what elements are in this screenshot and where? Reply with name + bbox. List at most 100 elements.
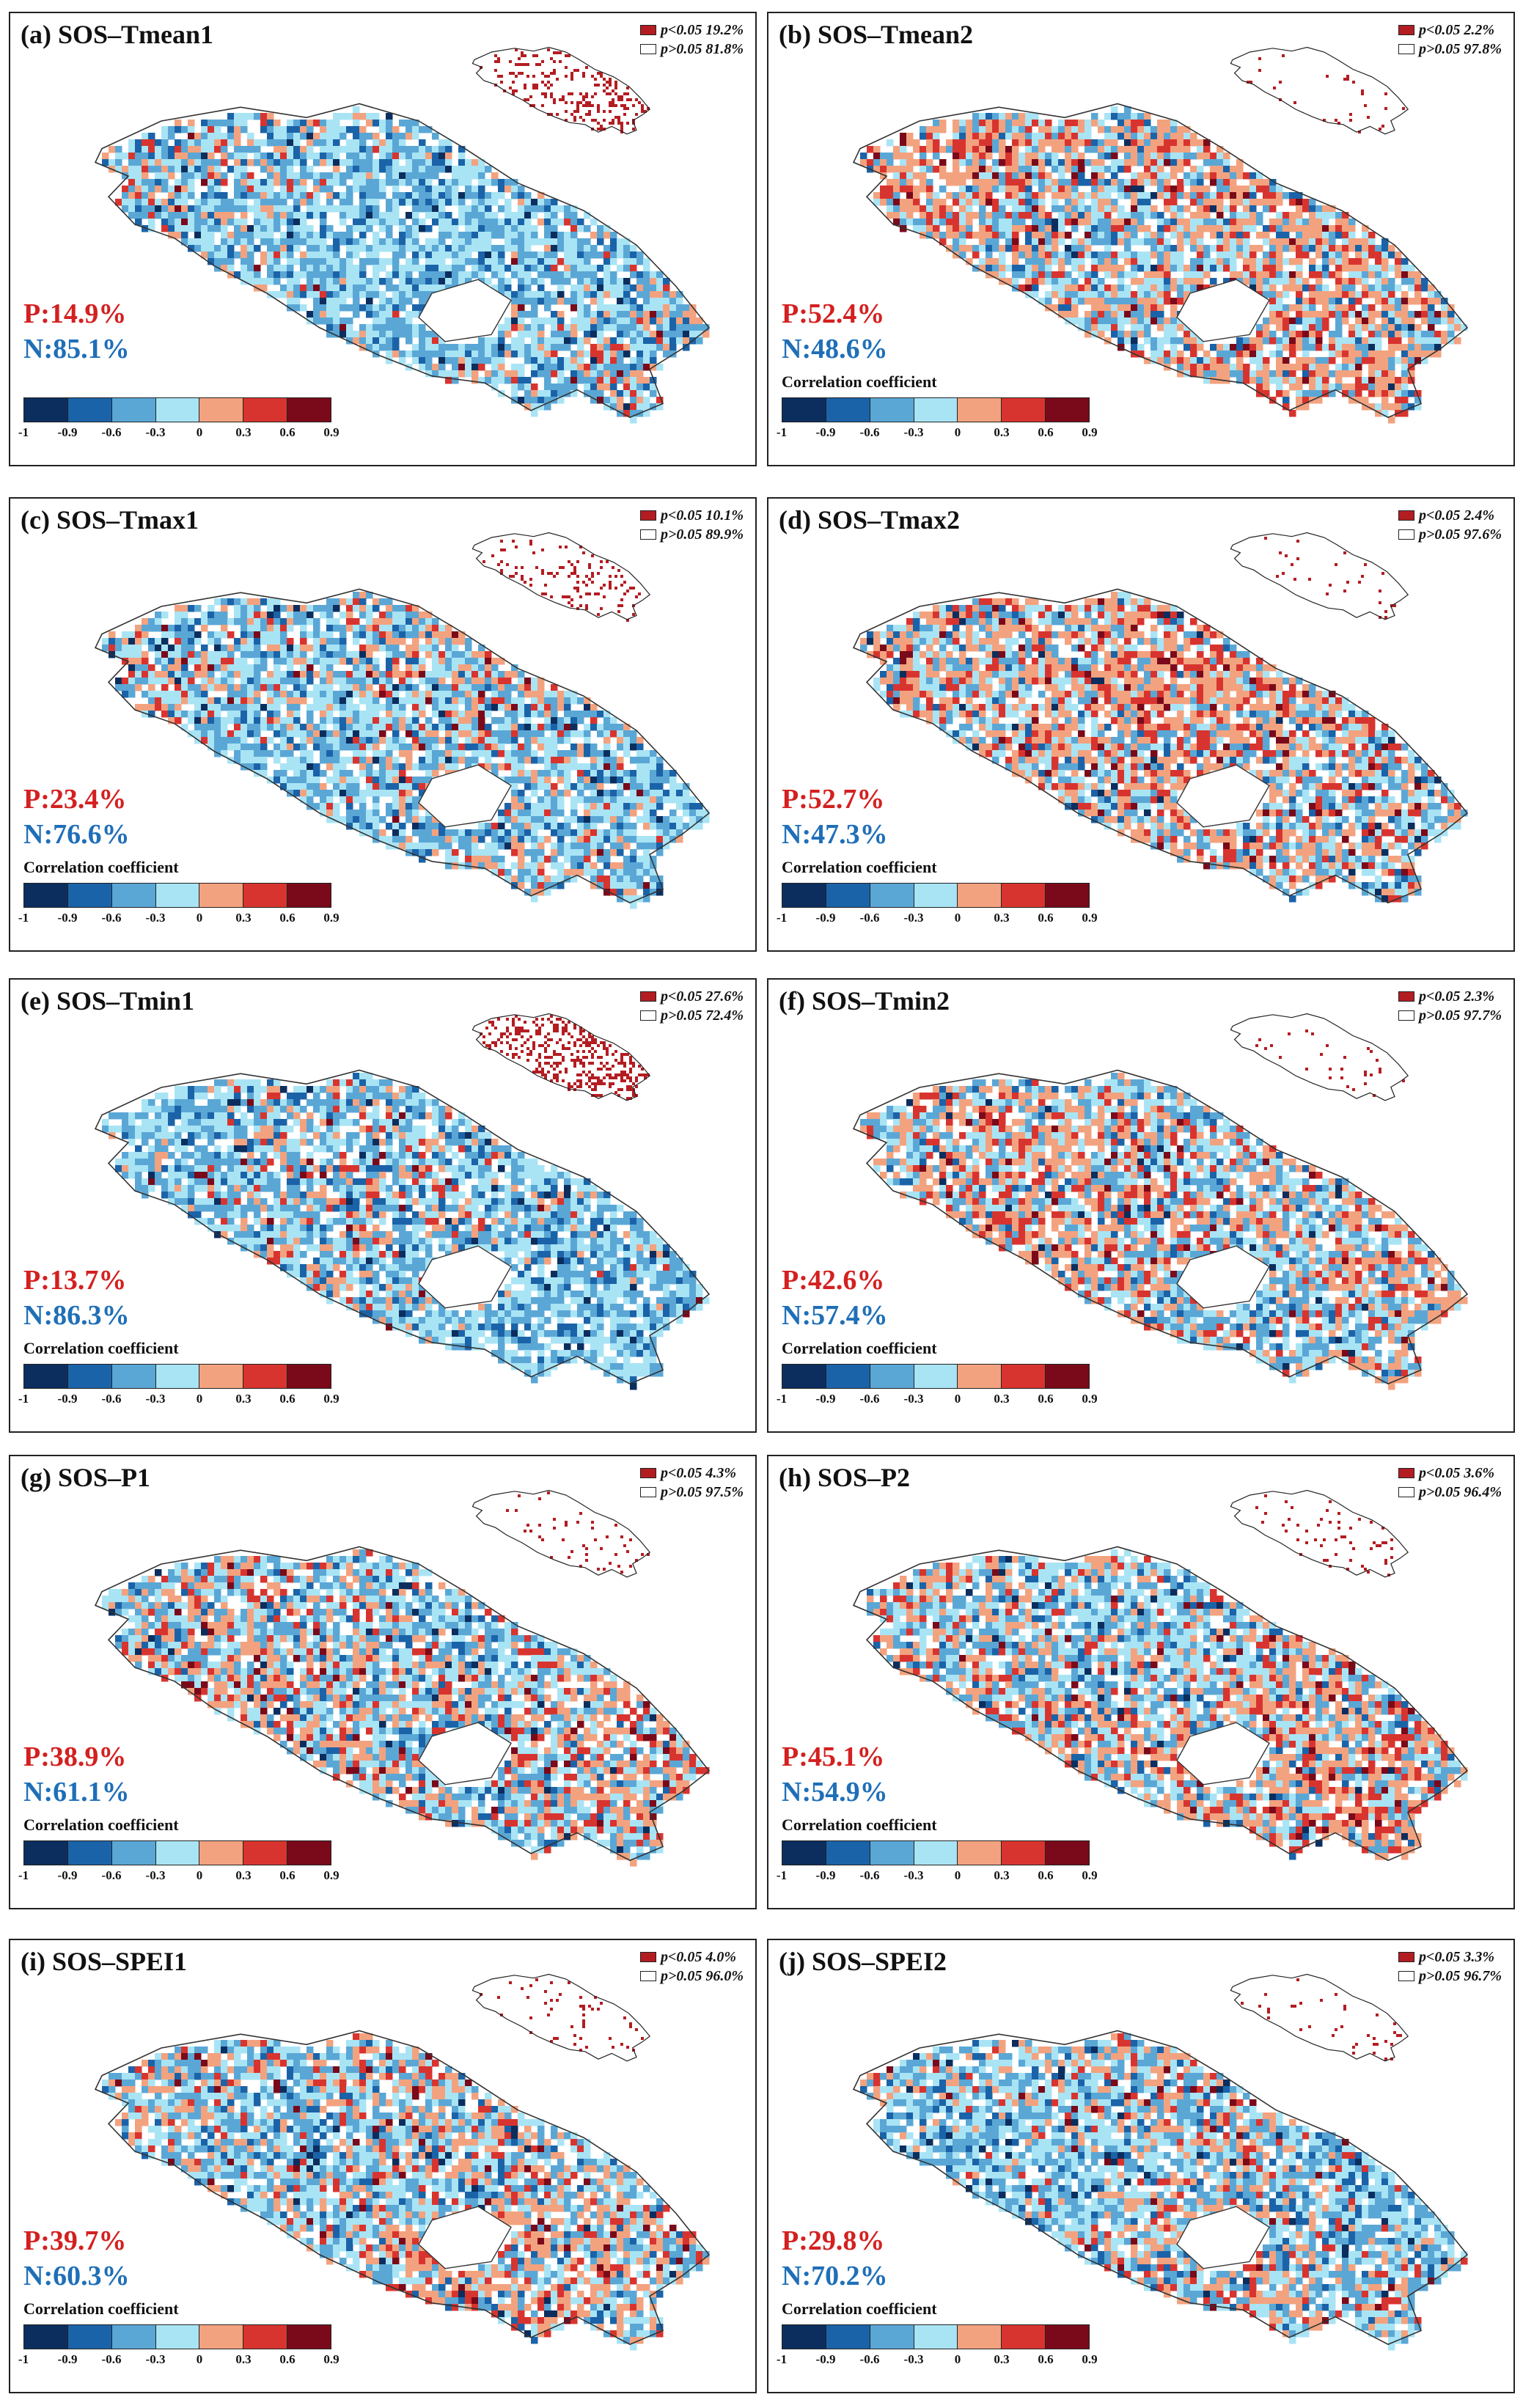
nonsig-swatch [1398,1971,1414,1981]
colorbar-tick: -0.6 [102,911,122,925]
sig-gt-label: p>0.05 89.9% [661,525,744,544]
colorbar-tick: 0.9 [323,425,339,440]
negative-percent: N:60.3% [23,2260,130,2292]
significance-legend: p<0.05 4.0% p>0.05 96.0% [639,1948,744,1986]
colorbar-swatch [111,398,156,422]
colorbar-tick: 0.9 [1082,1392,1097,1406]
colorbar-swatch [1002,2325,1046,2349]
colorbar-tick: 0.3 [235,2352,251,2367]
correlation-map [852,532,1469,904]
colorbar-tick: 0.3 [994,911,1009,925]
colorbar [23,1364,331,1389]
colorbar-tick: 0.3 [994,2352,1009,2367]
colorbar-swatch [155,1841,200,1865]
significance-inset-map [1230,1973,1409,2062]
colorbar-tick: 0.6 [1038,911,1053,925]
colorbar-ticks: -1 -0.9 -0.6 -0.3 0 0.3 0.6 0.9 [777,1868,1098,1884]
negative-percent: N:57.4% [782,1299,888,1332]
colorbar-tick: 0.3 [994,1392,1009,1406]
colorbar-tick: -0.3 [146,2352,166,2367]
colorbar-tick: -1 [18,1868,29,1883]
colorbar-tick: 0 [955,1392,961,1406]
map-pixels [102,106,710,424]
colorbar-swatch [287,2325,331,2349]
colorbar [782,1840,1090,1865]
colorbar-swatch [826,1841,870,1865]
colorbar-title: Correlation coefficient [23,2299,179,2319]
colorbar-tick: 0.3 [235,1392,251,1406]
colorbar-tick: -0.6 [102,425,122,440]
colorbar-tick: 0.3 [994,1868,1009,1883]
positive-percent: P:42.6% [782,1264,884,1296]
region-outline [94,103,711,419]
correlation-map [94,1973,711,2351]
colorbar-swatch [958,1841,1002,1865]
colorbar-tick: 0.6 [279,425,295,440]
panel-title: (g) SOS–P1 [21,1462,150,1493]
sig-gt-label: p>0.05 97.8% [1419,40,1502,59]
significance-legend: p<0.05 2.2% p>0.05 97.8% [1398,21,1502,59]
colorbar-swatch [1046,398,1090,422]
colorbar-swatch [1002,1365,1046,1388]
colorbar-tick: 0 [197,1392,203,1406]
colorbar-swatch [870,2325,914,2349]
colorbar-tick: -1 [777,1868,787,1883]
colorbar-swatch [111,884,156,907]
colorbar-title: Correlation coefficient [782,858,937,877]
positive-percent: P:14.9% [23,298,126,330]
colorbar-tick: -0.6 [860,1868,880,1883]
colorbar [23,1840,331,1865]
correlation-map [94,1013,711,1390]
sig-lt-label: p<0.05 3.6% [1419,1464,1494,1483]
colorbar-swatch [1046,2325,1090,2349]
colorbar-tick: -0.3 [146,425,166,440]
sig-gt-label: p>0.05 96.7% [1419,1967,1502,1986]
colorbar-tick: -0.3 [146,1868,166,1883]
colorbar-swatch [1002,398,1046,422]
colorbar-swatch [958,398,1002,422]
colorbar-ticks: -1 -0.9 -0.6 -0.3 0 0.3 0.6 0.9 [18,1868,340,1884]
colorbar-tick: -1 [18,425,29,440]
colorbar-tick: -0.9 [816,2352,836,2367]
correlation-map [852,1013,1469,1390]
significance-inset-map [471,1489,651,1578]
correlation-map [94,532,711,909]
positive-percent: P:52.4% [782,298,884,330]
colorbar [23,883,331,908]
sig-gt-label: p>0.05 81.8% [661,40,744,59]
significance-inset-map [471,1973,651,2062]
colorbar-tick: 0.9 [323,1868,339,1883]
region-outline [852,1069,1469,1385]
colorbar-swatch [111,1841,156,1865]
significance-legend: p<0.05 10.1% p>0.05 89.9% [639,506,744,544]
region-outline [852,2030,1469,2346]
colorbar-swatch [914,884,958,907]
map-panel: (f) SOS–Tmin2 p<0.05 2.3% p>0.05 97.7% P:42… [767,978,1515,1433]
colorbar-swatch [870,1365,914,1388]
colorbar-swatch [24,1365,68,1388]
region-outline [852,588,1469,904]
colorbar-tick: 0.9 [323,1392,339,1406]
map-pixels [102,592,710,909]
negative-percent: N:70.2% [782,2260,888,2292]
region-outline [852,1546,1469,1862]
sig-swatch [1398,25,1414,35]
colorbar-tick: -1 [777,425,787,440]
colorbar-swatch [155,1365,200,1388]
colorbar-swatch [155,2325,200,2349]
sig-swatch [639,1468,656,1478]
colorbar-ticks: -1 -0.9 -0.6 -0.3 0 0.3 0.6 0.9 [18,2352,340,2368]
colorbar-swatch [826,2325,870,2349]
colorbar-swatch [243,1365,288,1388]
colorbar-ticks: -1 -0.9 -0.6 -0.3 0 0.3 0.6 0.9 [777,911,1098,927]
correlation-map [852,46,1469,424]
sig-gt-label: p>0.05 97.7% [1419,1006,1502,1025]
colorbar-swatch [914,1365,958,1388]
colorbar-tick: -0.3 [904,425,924,440]
negative-percent: N:86.3% [23,1299,130,1332]
colorbar-swatch [243,398,288,422]
colorbar-swatch [287,884,331,907]
colorbar-tick: 0.9 [323,2352,339,2367]
nonsig-swatch [1398,1010,1414,1021]
negative-percent: N:85.1% [23,333,130,365]
